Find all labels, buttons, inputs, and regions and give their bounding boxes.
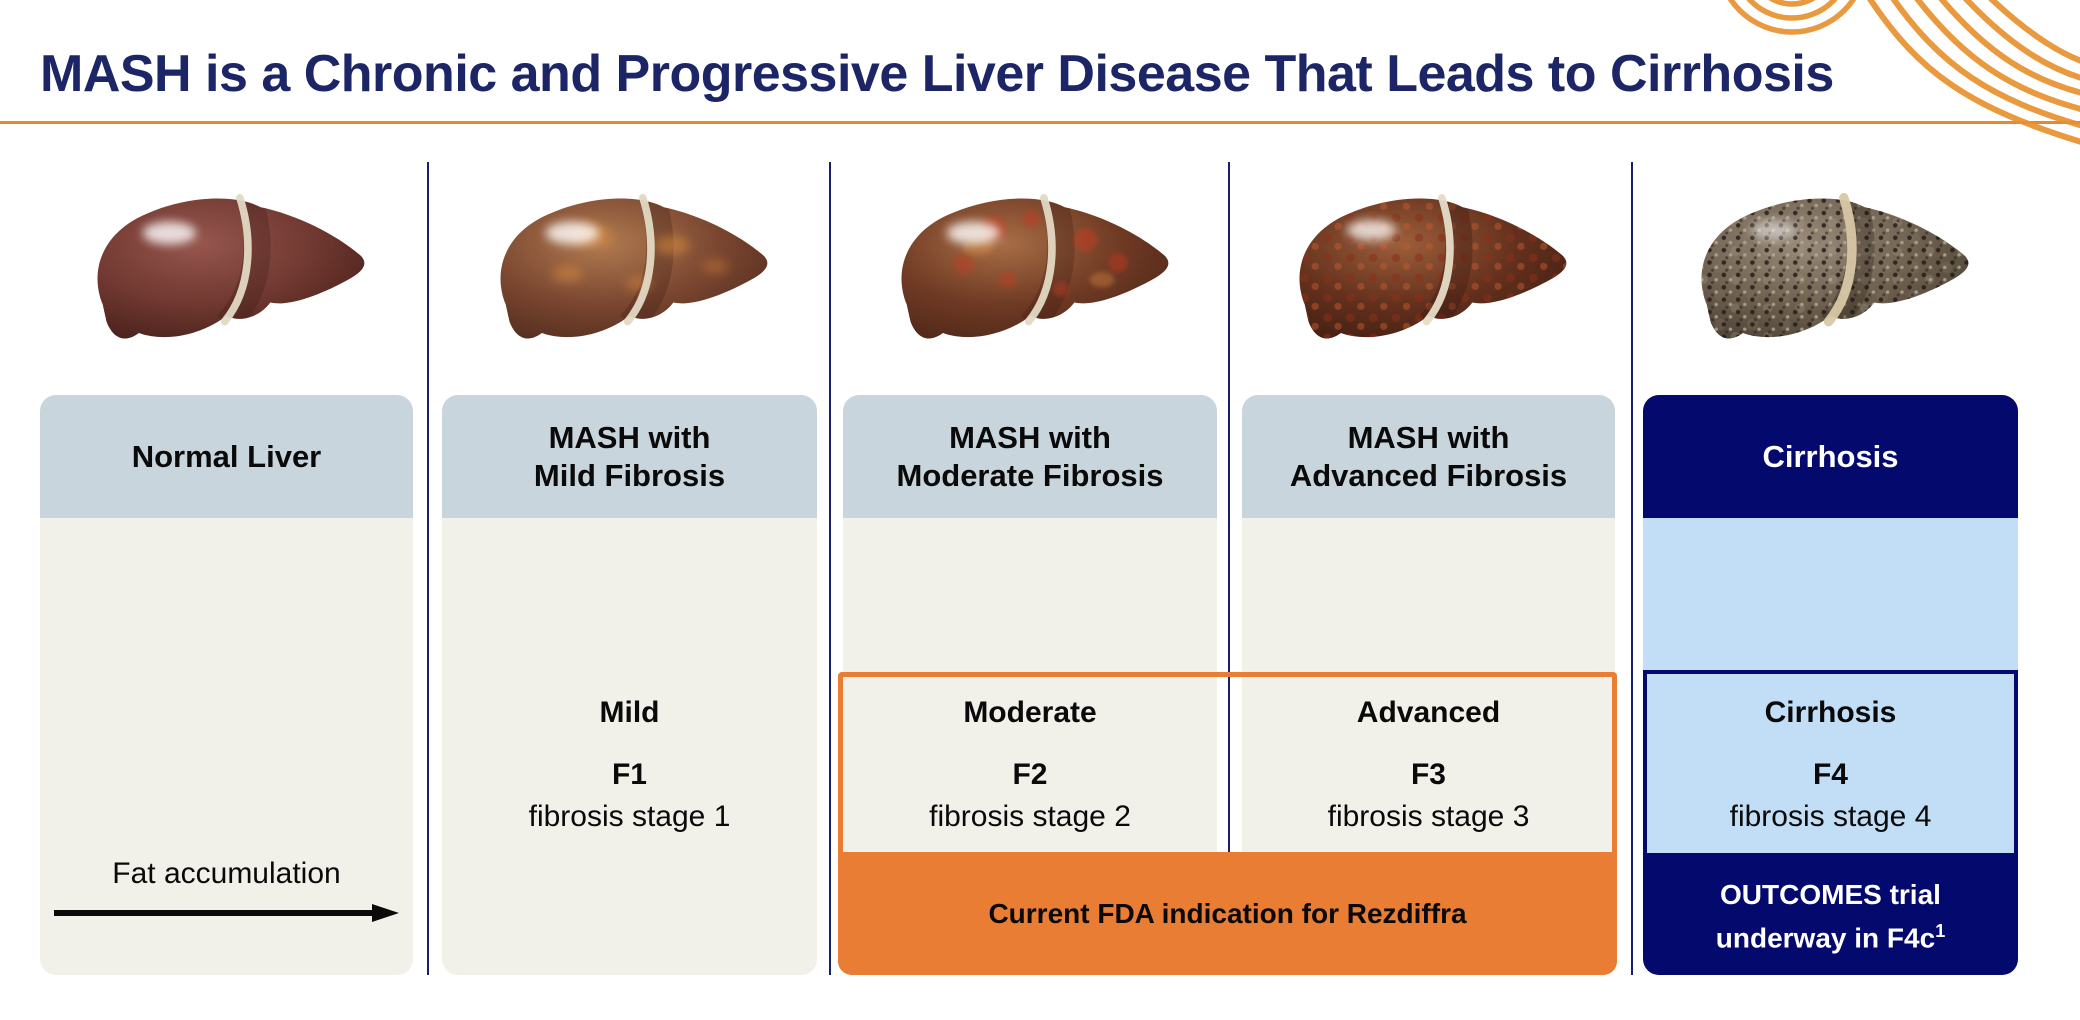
- liver-zone: [442, 150, 817, 395]
- column-divider: [427, 162, 429, 975]
- stage-column-mild: MASH with Mild Fibrosis Mild F1 fibrosis…: [442, 150, 817, 975]
- liver-illustration-advanced-fibrosis: [1299, 193, 1567, 339]
- stage-header-line1: MASH with: [548, 419, 711, 455]
- fibrosis-code: F4: [1812, 758, 1848, 791]
- brand-swirl-decoration: [1727, 0, 2080, 145]
- fibrosis-code: F2: [1012, 758, 1048, 791]
- stage-text-cirrhosis: Cirrhosis F4 fibrosis stage 4: [1647, 695, 2014, 835]
- fibrosis-stage-label: fibrosis stage 3: [1327, 800, 1530, 833]
- stage-header-line2: Mild Fibrosis: [533, 457, 726, 493]
- liver-zone: [1643, 150, 2018, 395]
- fibrosis-stage-label: fibrosis stage 4: [1729, 800, 1932, 833]
- fibrosis-stage-label: fibrosis stage 1: [528, 800, 731, 833]
- stage-header-advanced: MASH with Advanced Fibrosis: [1242, 395, 1615, 518]
- severity-label: Advanced: [1356, 696, 1501, 729]
- stage-column-advanced: MASH with Advanced Fibrosis Advanced F3 …: [1242, 150, 1615, 975]
- stage-header-label: Cirrhosis: [1762, 438, 1899, 474]
- liver-illustration-cirrhosis: [1701, 192, 1969, 339]
- f4-stage-box: Cirrhosis F4 fibrosis stage 4: [1643, 670, 2018, 857]
- stage-text-moderate: Moderate F2 fibrosis stage 2: [843, 695, 1217, 835]
- title-underline: [0, 121, 2080, 124]
- stage-card-moderate: MASH with Moderate Fibrosis Moderate F2 …: [843, 395, 1217, 975]
- stage-column-normal: Normal Liver Fat accumulation: [40, 150, 413, 975]
- stage-text-mild: Mild F1 fibrosis stage 1: [442, 695, 817, 835]
- fibrosis-code: F1: [611, 758, 647, 791]
- severity-label: Cirrhosis: [1764, 696, 1897, 729]
- stage-column-cirrhosis: Cirrhosis Cirrhosis F4 fibrosis stage 4 …: [1643, 150, 2018, 975]
- fat-accumulation-label: Fat accumulation: [112, 857, 341, 890]
- column-divider: [1228, 162, 1230, 975]
- stage-header-moderate: MASH with Moderate Fibrosis: [843, 395, 1217, 518]
- stage-body-normal: Fat accumulation: [40, 518, 413, 975]
- stage-card-normal: Normal Liver Fat accumulation: [40, 395, 413, 975]
- page-title: MASH is a Chronic and Progressive Liver …: [40, 45, 1834, 103]
- stage-card-cirrhosis: Cirrhosis Cirrhosis F4 fibrosis stage 4 …: [1643, 395, 2018, 975]
- liver-illustration-mild-fibrosis: [500, 193, 768, 339]
- stage-column-moderate: MASH with Moderate Fibrosis Moderate F2 …: [843, 150, 1217, 975]
- severity-label: Moderate: [963, 696, 1097, 729]
- right-arrow-icon: [54, 904, 399, 922]
- liver-illustration-moderate-fibrosis: [901, 193, 1168, 339]
- stage-text-advanced: Advanced F3 fibrosis stage 3: [1242, 695, 1615, 835]
- column-divider: [1631, 162, 1633, 975]
- liver-zone: [40, 150, 413, 395]
- stage-header-line1: MASH with: [1347, 419, 1510, 455]
- severity-label: Mild: [599, 696, 660, 729]
- stage-header-label: Normal Liver: [131, 438, 322, 474]
- stage-header-line2: Advanced Fibrosis: [1289, 457, 1568, 493]
- fibrosis-stage-label: fibrosis stage 2: [929, 800, 1131, 833]
- fat-accumulation-block: Fat accumulation: [40, 856, 413, 924]
- stage-header-cirrhosis: Cirrhosis: [1643, 395, 2018, 518]
- column-divider: [829, 162, 831, 975]
- liver-illustration-normal: [97, 193, 365, 339]
- footnote-marker: 1: [1935, 920, 1946, 941]
- stage-header-normal: Normal Liver: [40, 395, 413, 518]
- stage-card-advanced: MASH with Advanced Fibrosis Advanced F3 …: [1242, 395, 1615, 975]
- stage-progression-area: Normal Liver Fat accumulation: [40, 150, 2018, 975]
- stage-header-line2: Moderate Fibrosis: [896, 457, 1164, 493]
- outcomes-line2: underway in F4c1: [1715, 920, 1946, 954]
- stage-header-mild: MASH with Mild Fibrosis: [442, 395, 817, 518]
- liver-zone: [1242, 150, 1615, 395]
- stage-card-mild: MASH with Mild Fibrosis Mild F1 fibrosis…: [442, 395, 817, 975]
- stage-body-mild: [442, 518, 817, 975]
- outcomes-line1: OUTCOMES trial: [1720, 878, 1941, 910]
- stage-header-line1: MASH with: [949, 419, 1111, 455]
- fibrosis-code: F3: [1410, 758, 1446, 791]
- outcomes-trial-banner: OUTCOMES trial underway in F4c1: [1643, 857, 2018, 975]
- liver-zone: [843, 150, 1217, 395]
